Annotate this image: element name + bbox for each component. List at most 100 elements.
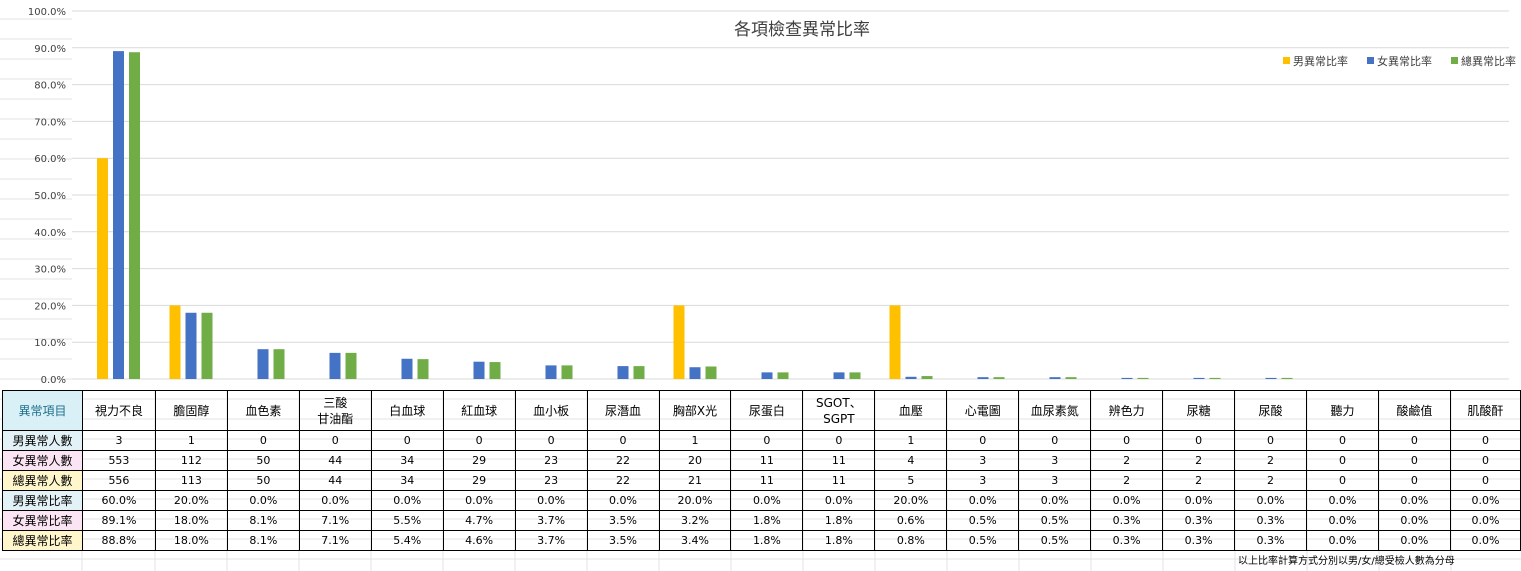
table-cell: 0.0% xyxy=(298,490,372,511)
table-cell: 0.3% xyxy=(1162,530,1236,551)
table-cell: 8.1% xyxy=(226,530,300,551)
table-cell: 0.0% xyxy=(514,490,588,511)
table-cell: 1 xyxy=(874,430,948,451)
table-cell: 0 xyxy=(1377,470,1451,491)
bar-total-14 xyxy=(1137,377,1149,379)
table-cell: 0.0% xyxy=(946,490,1020,511)
table-cell: 0.0% xyxy=(1449,490,1521,511)
table-cell: 0.0% xyxy=(730,490,804,511)
table-cell: 11 xyxy=(730,450,804,471)
table-cell: 1 xyxy=(658,430,732,451)
table-row-label: 男異常比率 xyxy=(2,490,83,511)
table-cell: 5.4% xyxy=(370,530,444,551)
table-cell: 44 xyxy=(298,470,372,491)
legend-label: 男異常比率 xyxy=(1293,54,1348,68)
table-column-header: 紅血球 xyxy=(442,390,516,431)
table-column-header: 血壓 xyxy=(874,390,948,431)
table-row-label: 總異常人數 xyxy=(2,470,83,491)
table-column-header: 尿糖 xyxy=(1162,390,1236,431)
table-cell: 3.7% xyxy=(514,530,588,551)
table-cell: 18.0% xyxy=(154,510,228,531)
table-cell: 2 xyxy=(1090,450,1164,471)
table-cell: 0.0% xyxy=(1377,530,1451,551)
table-cell: 0 xyxy=(226,430,300,451)
table-cell: 0 xyxy=(1449,470,1521,491)
table-cell: 11 xyxy=(802,470,876,491)
table-cell: 4.7% xyxy=(442,510,516,531)
table-row-label: 女異常人數 xyxy=(2,450,83,471)
table-cell: 0 xyxy=(1018,430,1092,451)
table-cell: 0.0% xyxy=(586,490,660,511)
table-cell: 7.1% xyxy=(298,530,372,551)
bar-female-5 xyxy=(473,361,485,379)
table-cell: 20 xyxy=(658,450,732,471)
table-cell: 0.3% xyxy=(1234,530,1307,551)
table-cell: 23 xyxy=(514,470,588,491)
table-cell: 1.8% xyxy=(730,510,804,531)
bar-total-0 xyxy=(129,52,140,379)
bar-total-11 xyxy=(921,376,933,379)
chart-title: 各項檢查異常比率 xyxy=(734,20,870,40)
table-cell: 3 xyxy=(946,450,1020,471)
table-cell: 0 xyxy=(586,430,660,451)
table-cell: 0 xyxy=(1162,430,1236,451)
table-cell: 0.6% xyxy=(874,510,948,531)
table-cell: 0.0% xyxy=(1234,490,1307,511)
table-row: 總異常人數 556 113 50 44 34 29 23 22 21 11 11 5 3 3 2 2 2 0 0 0 xyxy=(2,470,1521,491)
table-column-header: 酸鹼值 xyxy=(1377,390,1451,431)
y-tick-label: 90.0% xyxy=(34,44,66,55)
y-tick-label: 0.0% xyxy=(41,375,66,386)
y-tick-label: 40.0% xyxy=(34,228,66,239)
table-cell: 0 xyxy=(1377,430,1451,451)
y-tick-label: 30.0% xyxy=(34,265,66,276)
table-column-header: SGOT、 SGPT xyxy=(802,390,876,431)
table-cell: 0.0% xyxy=(1377,490,1451,511)
table-cell: 0 xyxy=(514,430,588,451)
table-corner-label: 異常項目 xyxy=(2,390,83,431)
table-row: 女異常比率 89.1% 18.0% 8.1% 7.1% 5.5% 4.7% 3.7% 3.5% 3… xyxy=(2,510,1521,531)
table-cell: 0 xyxy=(1090,430,1164,451)
table-cell: 34 xyxy=(370,470,444,491)
table-cell: 0 xyxy=(1449,450,1521,471)
table-cell: 1.8% xyxy=(802,530,876,551)
table-cell: 3.4% xyxy=(658,530,732,551)
bar-total-6 xyxy=(561,365,573,379)
y-tick-label: 10.0% xyxy=(34,338,66,349)
table-cell: 34 xyxy=(370,450,444,471)
table-cell: 0 xyxy=(1234,430,1307,451)
legend-label: 女異常比率 xyxy=(1377,54,1432,68)
table-cell: 3.2% xyxy=(658,510,732,531)
bar-female-16 xyxy=(1265,377,1277,379)
table-row: 總異常比率 88.8% 18.0% 8.1% 7.1% 5.4% 4.6% 3.7% 3.5% 3… xyxy=(2,530,1521,551)
table-row: 男異常人數 3 1 0 0 0 0 0 0 1 0 0 1 0 0 0 0 0 0 0 0 xyxy=(2,430,1521,451)
table-cell: 4 xyxy=(874,450,948,471)
table-cell: 3.7% xyxy=(514,510,588,531)
table-cell: 89.1% xyxy=(81,510,156,531)
bar-female-1 xyxy=(185,312,197,379)
table-cell: 0 xyxy=(1377,450,1451,471)
table-cell: 0.3% xyxy=(1090,530,1164,551)
bar-chart: 0.0% 10.0% 20.0% 30.0% 40.0% 50.0% 60.0% 70.0% 8… xyxy=(27,7,1516,386)
bar-female-13 xyxy=(1049,377,1061,379)
table-cell: 11 xyxy=(802,450,876,471)
table-cell: 20.0% xyxy=(658,490,732,511)
table-cell: 0.3% xyxy=(1162,510,1236,531)
table-cell: 50 xyxy=(226,470,300,491)
legend-swatch xyxy=(1283,57,1290,64)
bar-male-8 xyxy=(673,305,685,379)
bar-female-15 xyxy=(1193,377,1205,379)
table-cell: 556 xyxy=(81,470,156,491)
table-column-header: 尿蛋白 xyxy=(730,390,804,431)
bar-total-10 xyxy=(849,372,861,379)
table-cell: 0.0% xyxy=(226,490,300,511)
bar-female-10 xyxy=(833,372,845,379)
table-cell: 0 xyxy=(946,430,1020,451)
footnote: 以上比率計算方式分別以男/女/總受檢人數為分母 xyxy=(1238,556,1455,567)
table-cell: 8.1% xyxy=(226,510,300,531)
data-table: 異常項目 視力不良 膽固醇 血色素 三酸 甘油酯 白血球 紅血球 血小板 尿潛血 胸部X光 尿蛋白 SG… xyxy=(2,390,1521,551)
table-cell: 29 xyxy=(442,450,516,471)
table-cell: 0 xyxy=(802,430,876,451)
bar-female-0 xyxy=(113,51,124,379)
table-cell: 553 xyxy=(81,450,156,471)
bar-total-16 xyxy=(1281,377,1293,379)
